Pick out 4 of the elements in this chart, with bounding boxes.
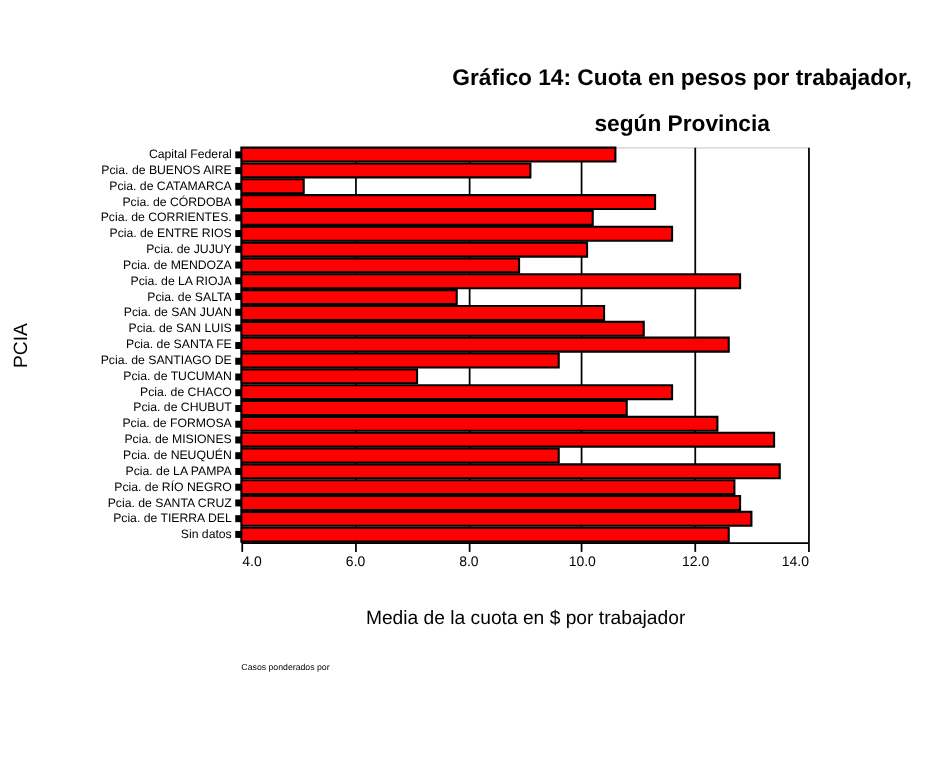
y-axis-title: PCIA xyxy=(10,321,33,368)
x-axis-title: Media de la cuota en $ por trabajador xyxy=(365,607,687,630)
text: Gráfico 14: Cuota en pesos por trabajador, xyxy=(452,67,912,92)
text: según Provincia xyxy=(594,112,770,137)
